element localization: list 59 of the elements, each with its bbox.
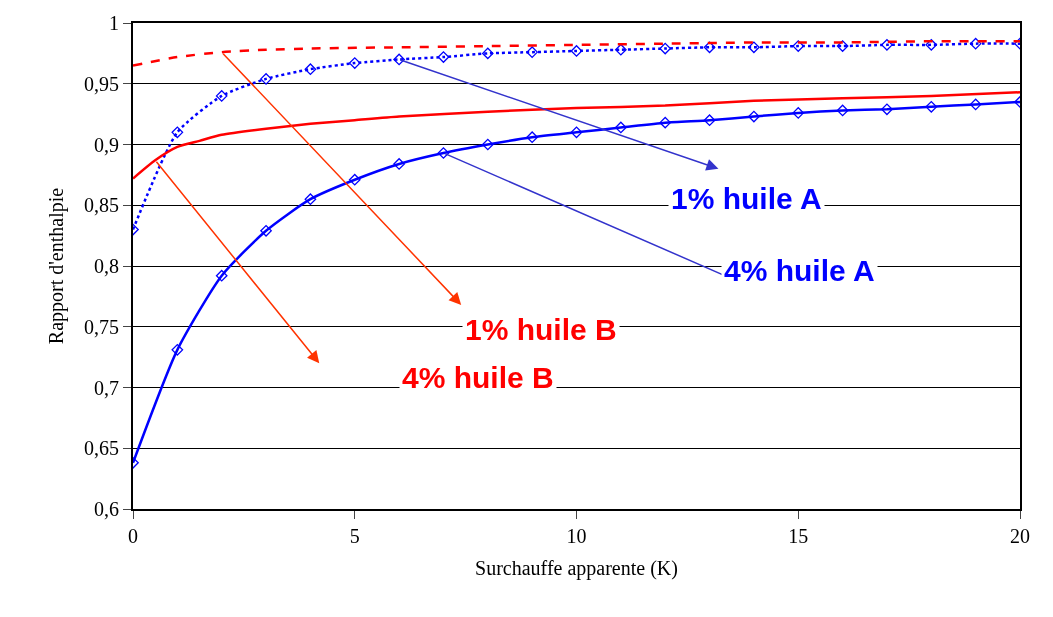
point xyxy=(437,51,450,63)
y-tick-label: 0,8 xyxy=(94,255,119,277)
text: 1% huile B xyxy=(465,313,617,346)
point xyxy=(215,90,228,102)
point xyxy=(748,41,760,54)
point xyxy=(348,173,361,186)
point xyxy=(925,100,938,113)
line-series xyxy=(133,39,1020,67)
line-series xyxy=(133,91,1020,180)
point xyxy=(836,40,849,52)
x-tick-label: 10 xyxy=(566,525,587,547)
text: 4% huile A xyxy=(724,254,875,287)
point xyxy=(881,103,893,116)
point xyxy=(659,42,672,55)
point xyxy=(481,47,494,60)
point xyxy=(792,107,805,119)
point xyxy=(526,131,538,144)
point xyxy=(748,110,760,123)
y-tick-label: 0,65 xyxy=(84,437,119,460)
point xyxy=(570,45,583,57)
x-axis-title: Surchauffe apparente (K) xyxy=(475,557,678,580)
point xyxy=(703,114,716,127)
point xyxy=(393,158,405,170)
point xyxy=(260,224,272,237)
x-tick-label: 0 xyxy=(128,525,138,547)
point xyxy=(570,126,583,139)
x-tick-label: 20 xyxy=(1010,525,1030,547)
point xyxy=(215,269,228,282)
y-tick-label: 0,95 xyxy=(84,72,119,95)
point xyxy=(969,37,982,50)
point xyxy=(348,57,361,69)
x-tick-label: 5 xyxy=(349,525,360,547)
point xyxy=(881,39,893,51)
point xyxy=(304,193,317,206)
y-tick-label: 0,85 xyxy=(84,194,119,217)
text: 1% huile A xyxy=(671,182,822,215)
point xyxy=(171,126,184,139)
point xyxy=(615,121,627,134)
y-tick-label: 0,7 xyxy=(94,376,119,399)
point xyxy=(836,104,849,117)
y-axis-title: Rapport d'enthalpie xyxy=(45,187,68,345)
point xyxy=(526,46,538,59)
point xyxy=(437,147,450,159)
y-tick-label: 0,6 xyxy=(94,498,119,520)
point xyxy=(703,41,716,54)
point xyxy=(171,343,184,356)
point xyxy=(393,53,405,66)
point xyxy=(925,39,938,51)
text: 4% huile B xyxy=(402,361,554,394)
point xyxy=(659,116,672,129)
point xyxy=(481,138,494,151)
point xyxy=(969,98,982,111)
point xyxy=(304,63,317,76)
y-tick-label: 1 xyxy=(109,12,119,34)
point xyxy=(260,73,272,85)
y-tick-label: 0,9 xyxy=(94,133,119,156)
point xyxy=(792,40,805,52)
y-tick-label: 0,75 xyxy=(84,315,119,338)
x-tick-label: 15 xyxy=(788,525,809,547)
